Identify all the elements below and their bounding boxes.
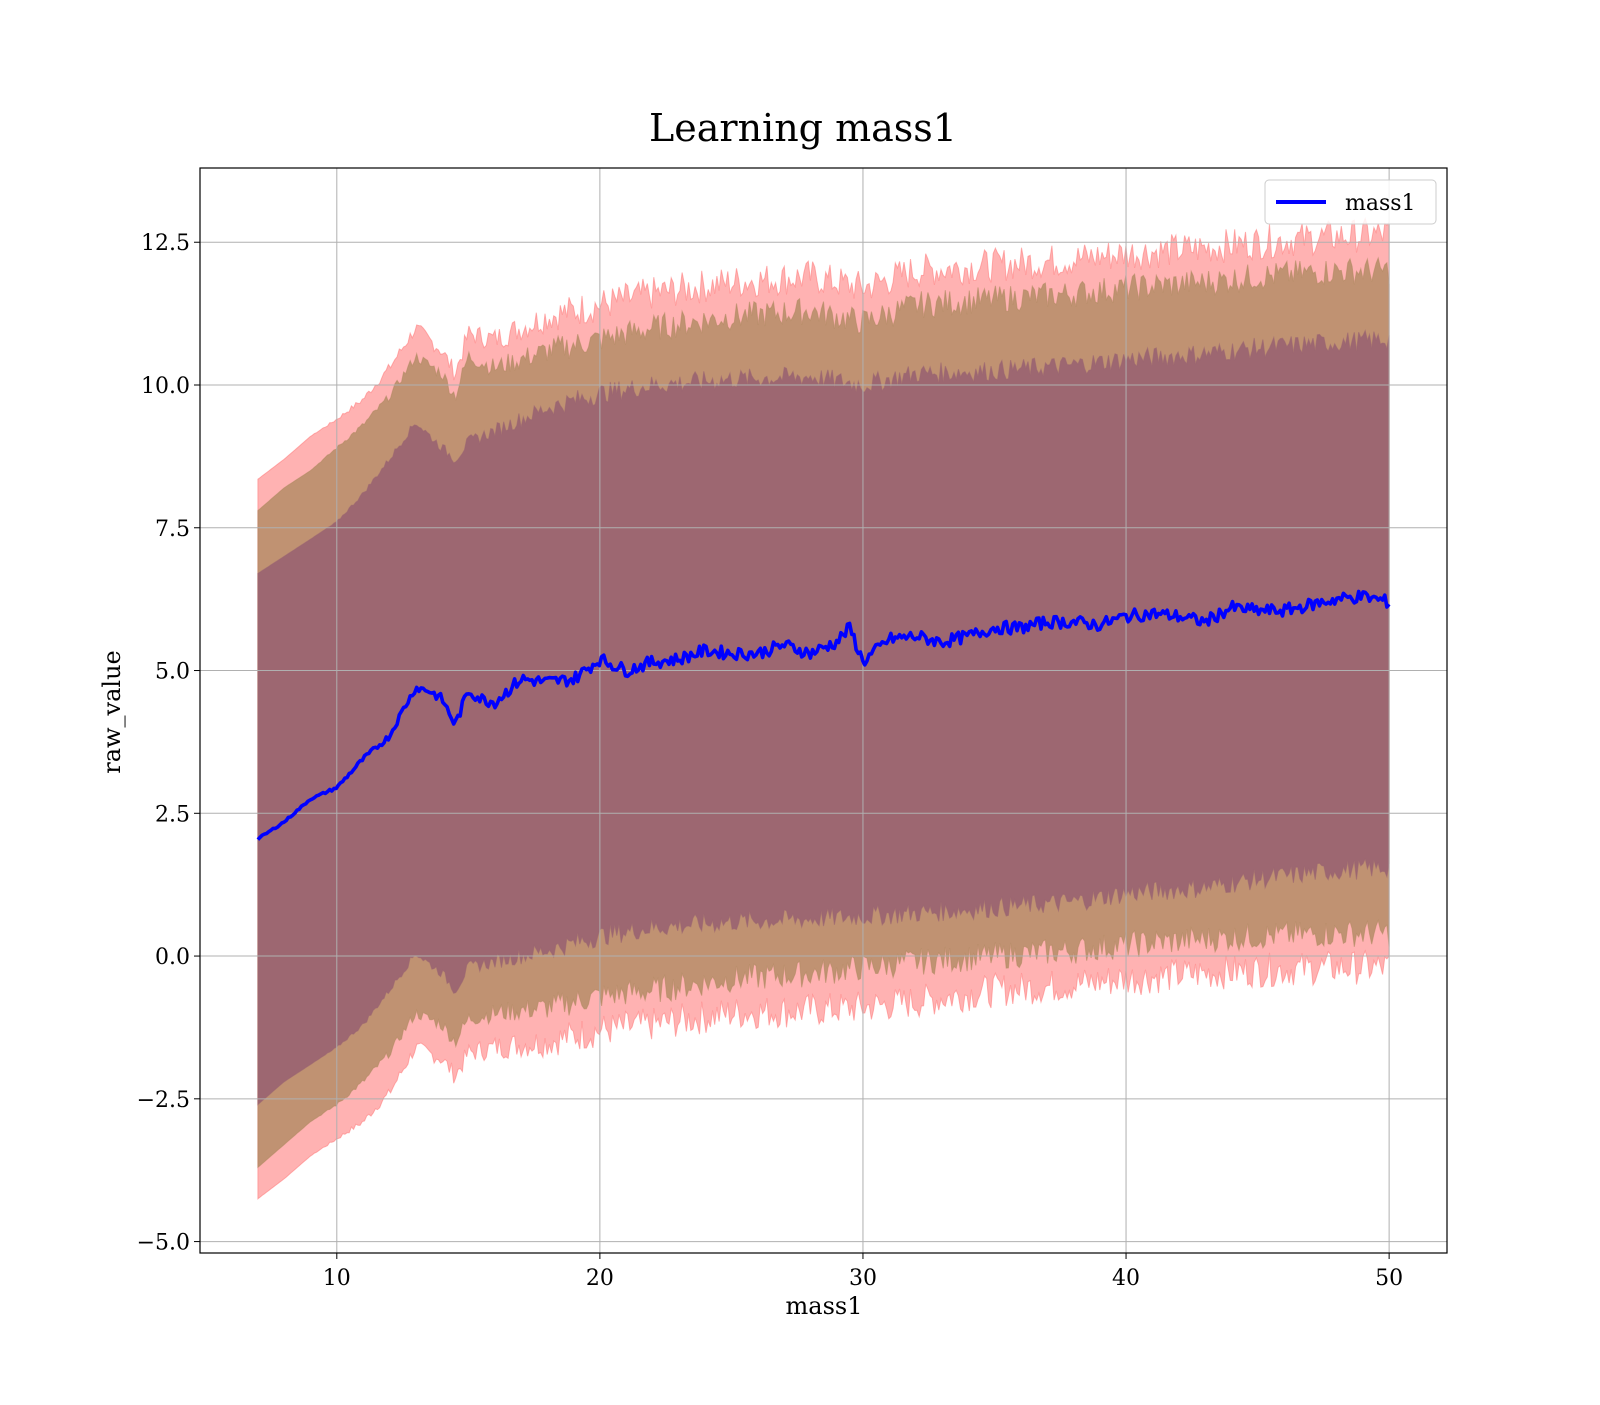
- plot-frame: [199, 167, 1448, 1254]
- chart-title: Learning mass1: [649, 106, 957, 150]
- y-tick-label: 12.5: [141, 231, 190, 256]
- y-tick-label: 2.5: [155, 802, 190, 827]
- series-lines: [256, 589, 1391, 841]
- confidence-bands: [257, 216, 1390, 1200]
- x-tick-label: 10: [323, 1266, 351, 1291]
- y-tick-label: −2.5: [137, 1088, 190, 1113]
- x-tick-label: 40: [1112, 1266, 1140, 1291]
- y-tick-label: 0.0: [155, 945, 190, 970]
- axis-ticks: 10 20 30 40 50 −5.0 −2.5 0.0 2.5 5.0 7.5 10.0 12.5: [137, 231, 1404, 1291]
- y-tick-label: 7.5: [155, 517, 190, 542]
- legend: mass1: [1264, 179, 1437, 225]
- legend-label: mass1: [1345, 191, 1416, 216]
- y-axis-label: raw_value: [98, 650, 126, 774]
- y-tick-label: 5.0: [155, 660, 190, 685]
- y-tick-label: 10.0: [141, 374, 190, 399]
- legend-box: [1264, 179, 1437, 225]
- series-line-mass1: [256, 589, 1391, 841]
- grid-lines: [200, 168, 1447, 1253]
- x-tick-label: 30: [849, 1266, 877, 1291]
- y-tick-label: −5.0: [137, 1231, 190, 1256]
- x-tick-label: 50: [1375, 1266, 1403, 1291]
- x-axis-label: mass1: [786, 1292, 863, 1320]
- x-tick-label: 20: [586, 1266, 614, 1291]
